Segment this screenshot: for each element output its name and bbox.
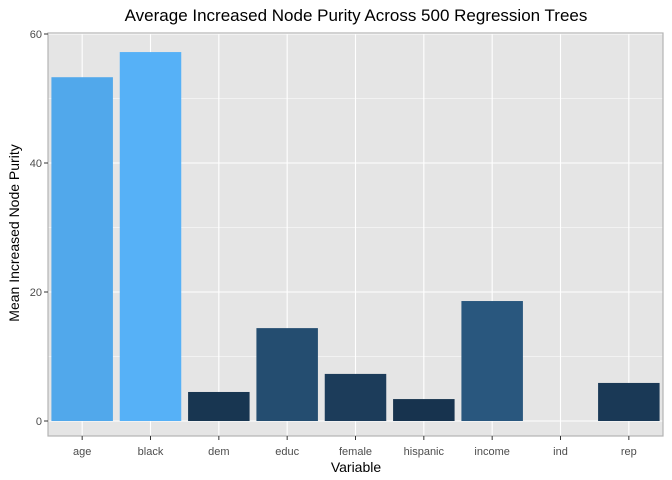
y-tick-label: 0: [36, 416, 42, 428]
bar-hispanic: [393, 399, 455, 421]
bar-black: [119, 52, 182, 422]
y-axis-title: Mean Increased Node Purity: [6, 144, 22, 321]
x-tick-label-female: female: [339, 446, 372, 458]
y-axis: 0 20 40 60: [30, 29, 48, 428]
x-tick-label-dem: dem: [208, 446, 229, 458]
x-tick-label-rep: rep: [621, 446, 637, 458]
bars: [51, 52, 660, 422]
y-tick-label: 20: [30, 287, 42, 299]
bar-dem: [188, 391, 250, 421]
x-tick-label-ind: ind: [553, 446, 568, 458]
x-tick-label-hispanic: hispanic: [404, 446, 445, 458]
bar-female: [324, 373, 387, 421]
x-tick-label-educ: educ: [275, 446, 299, 458]
bar-rep: [598, 382, 660, 421]
x-tick-label-income: income: [474, 446, 509, 458]
bar-income: [461, 301, 523, 421]
bar-age: [51, 77, 113, 421]
x-tick-label-black: black: [138, 446, 164, 458]
x-axis: age black dem educ female hispanic income ind re…: [73, 436, 637, 458]
x-axis-title: Variable: [331, 459, 382, 475]
chart-title: Average Increased Node Purity Across 500…: [125, 6, 588, 25]
bar-educ: [256, 328, 318, 421]
y-tick-label: 40: [30, 158, 42, 170]
y-tick-label: 60: [30, 29, 42, 41]
x-tick-label-age: age: [73, 446, 91, 458]
